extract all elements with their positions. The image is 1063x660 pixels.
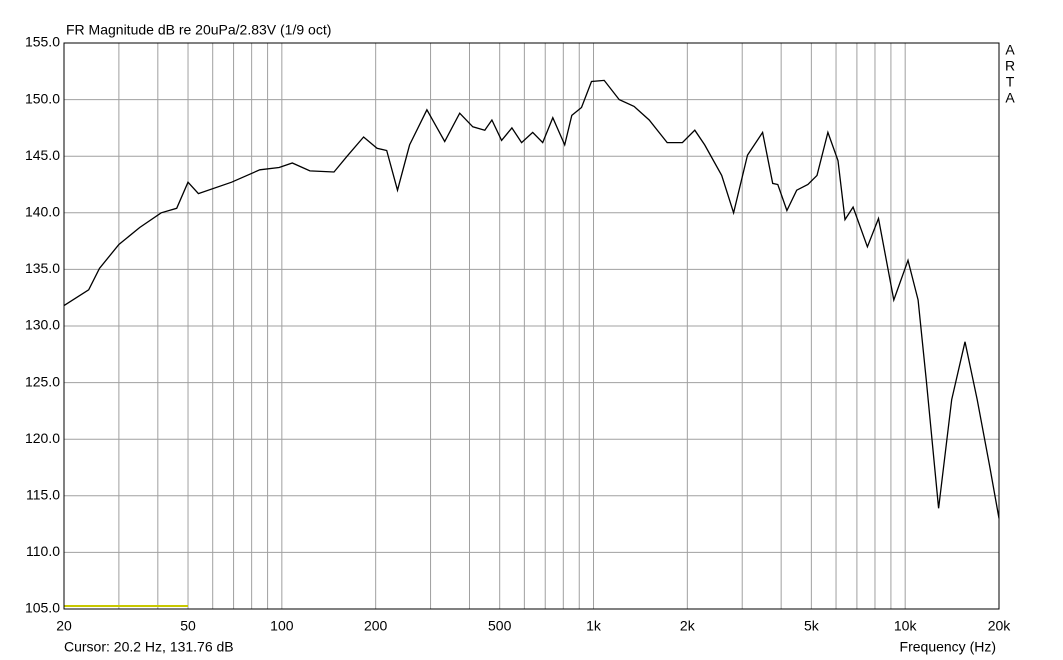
- y-tick-label: 130.0: [25, 317, 60, 333]
- y-tick-label: 155.0: [25, 34, 60, 50]
- y-tick-label: 140.0: [25, 204, 60, 220]
- y-tick-label: 105.0: [25, 600, 60, 616]
- cursor-readout: Cursor: 20.2 Hz, 131.76 dB: [64, 639, 234, 655]
- watermark-letter: T: [1006, 74, 1015, 90]
- y-tick-label: 150.0: [25, 90, 60, 106]
- x-tick-label: 500: [488, 618, 512, 634]
- watermark-letter: A: [1005, 90, 1015, 106]
- x-tick-label: 5k: [804, 618, 820, 634]
- watermark-letter: A: [1005, 42, 1015, 58]
- x-tick-label: 20: [56, 618, 72, 634]
- response-curve: [63, 79, 1000, 519]
- x-tick-label: 100: [270, 618, 294, 634]
- x-tick-label: 20k: [988, 618, 1012, 634]
- y-tick-label: 115.0: [26, 487, 60, 503]
- y-tick-label: 145.0: [25, 147, 60, 163]
- chart-title: FR Magnitude dB re 20uPa/2.83V (1/9 oct): [66, 22, 331, 38]
- watermark-letter: R: [1005, 58, 1015, 74]
- y-tick-label: 120.0: [25, 430, 60, 446]
- x-tick-label: 1k: [586, 618, 602, 634]
- y-tick-label: 135.0: [25, 260, 60, 276]
- x-tick-label: 50: [180, 618, 196, 634]
- x-axis-label: Frequency (Hz): [900, 639, 996, 655]
- y-tick-label: 110.0: [26, 543, 60, 559]
- x-tick-label: 2k: [680, 618, 696, 634]
- x-tick-label: 200: [364, 618, 388, 634]
- y-tick-label: 125.0: [25, 373, 60, 389]
- plot-frame: [63, 42, 1000, 610]
- x-tick-label: 10k: [894, 618, 918, 634]
